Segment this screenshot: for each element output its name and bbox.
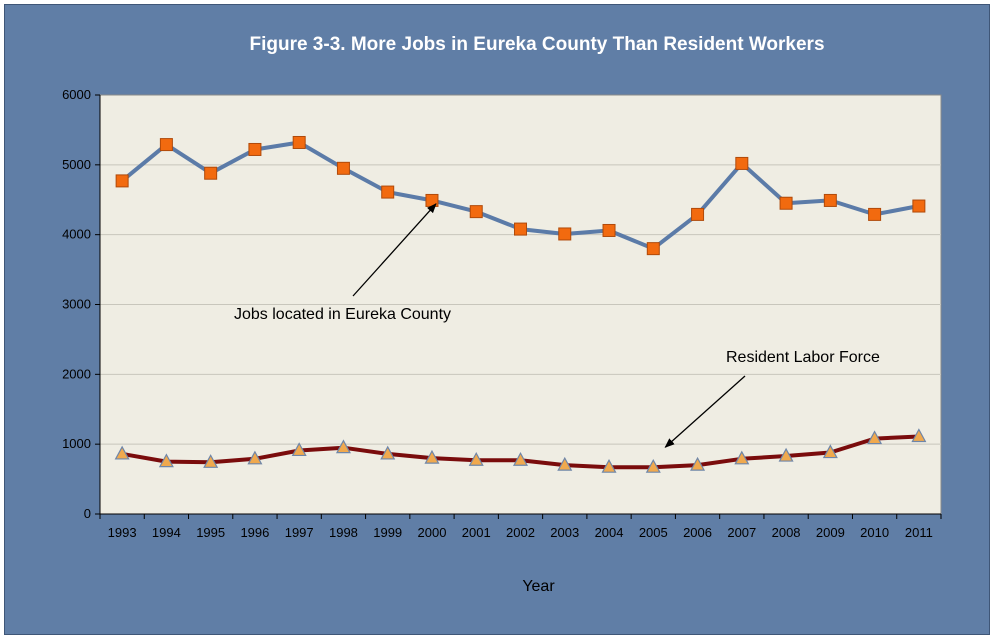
jobs-marker-2001 xyxy=(469,205,483,219)
x-tick-label: 1994 xyxy=(152,525,181,540)
labor-force-marker-1995 xyxy=(203,454,219,468)
x-tick-label: 2000 xyxy=(418,525,447,540)
jobs-marker-1998 xyxy=(336,161,350,175)
annotation-jobs-label: Jobs located in Eureka County xyxy=(234,306,451,323)
x-tick-label: 1993 xyxy=(108,525,137,540)
x-tick-label: 2008 xyxy=(772,525,801,540)
jobs-marker-2004 xyxy=(602,223,616,237)
labor-force-marker-2003 xyxy=(557,456,573,471)
y-tick-label: 3000 xyxy=(62,297,91,312)
jobs-marker-2009 xyxy=(823,193,837,207)
x-axis-title: Year xyxy=(522,578,555,595)
labor-force-marker-2009 xyxy=(822,444,838,459)
x-tick-label: 2003 xyxy=(550,525,579,540)
labor-force-marker-2000 xyxy=(424,449,440,464)
labor-force-marker-2004 xyxy=(601,458,617,473)
jobs-marker-2008 xyxy=(779,196,793,210)
labor-force-marker-2010 xyxy=(867,430,883,445)
jobs-marker-1995 xyxy=(204,166,218,180)
y-tick-label: 6000 xyxy=(62,87,91,102)
labor-force-marker-1994 xyxy=(158,453,174,468)
labor-force-marker-2002 xyxy=(512,451,529,466)
jobs-marker-2002 xyxy=(514,222,527,236)
x-tick-label: 2007 xyxy=(727,525,756,540)
x-tick-label: 2005 xyxy=(639,525,668,540)
x-tick-label: 1996 xyxy=(240,525,269,540)
labor-force-marker-1997 xyxy=(291,442,307,457)
x-tick-label: 2009 xyxy=(816,525,845,540)
jobs-marker-1999 xyxy=(381,185,395,199)
labor-force-marker-2007 xyxy=(734,450,750,465)
jobs-marker-2007 xyxy=(735,156,749,170)
jobs-marker-2011 xyxy=(912,199,926,213)
x-tick-label: 2010 xyxy=(860,525,889,540)
annotation-labor-force-label: Resident Labor Force xyxy=(726,349,880,366)
x-tick-label: 2004 xyxy=(595,525,624,540)
jobs-marker-1996 xyxy=(248,142,262,156)
y-tick-label: 1000 xyxy=(62,436,91,451)
jobs-marker-2010 xyxy=(868,207,882,221)
labor-force-marker-1993 xyxy=(114,445,130,460)
labor-force-marker-2005 xyxy=(645,458,661,473)
x-tick-label: 2006 xyxy=(683,525,712,540)
x-tick-label: 1998 xyxy=(329,525,358,540)
y-tick-label: 5000 xyxy=(62,157,91,172)
y-tick-label: 0 xyxy=(84,506,91,521)
y-tick-label: 2000 xyxy=(62,366,91,381)
labor-force-marker-2001 xyxy=(468,451,484,466)
jobs-marker-2003 xyxy=(558,227,572,241)
chart-title: Figure 3-3. More Jobs in Eureka County T… xyxy=(249,34,825,55)
x-tick-label: 1999 xyxy=(373,525,402,540)
x-tick-label: 1997 xyxy=(285,525,314,540)
labor-force-marker-2006 xyxy=(690,456,706,471)
labor-force-marker-1998 xyxy=(335,439,351,454)
y-tick-label: 4000 xyxy=(62,227,91,242)
labor-force-marker-2008 xyxy=(778,447,794,462)
axes: 0 1000 2000 3000 4000 5000 6000 1993 1994 1995 199… xyxy=(62,87,942,540)
labor-force-marker-1996 xyxy=(247,450,263,465)
labor-force-marker-2011 xyxy=(911,428,927,443)
jobs-marker-2005 xyxy=(646,242,660,256)
jobs-marker-1993 xyxy=(115,174,129,188)
jobs-marker-2006 xyxy=(691,207,705,221)
data-markers xyxy=(114,135,927,473)
jobs-marker-1994 xyxy=(159,138,173,152)
x-tick-label: 2011 xyxy=(905,525,933,540)
x-tick-label: 1995 xyxy=(196,525,225,540)
jobs-marker-2000 xyxy=(425,193,439,207)
labor-force-marker-1999 xyxy=(380,445,396,460)
jobs-marker-1997 xyxy=(292,135,306,149)
annotations: Jobs located in Eureka County Resident La… xyxy=(234,203,880,448)
annotation-jobs-arrow xyxy=(352,203,437,297)
x-tick-label: 2001 xyxy=(462,525,491,540)
annotation-labor-force-arrow xyxy=(664,375,746,448)
x-tick-label: 2002 xyxy=(506,525,535,540)
